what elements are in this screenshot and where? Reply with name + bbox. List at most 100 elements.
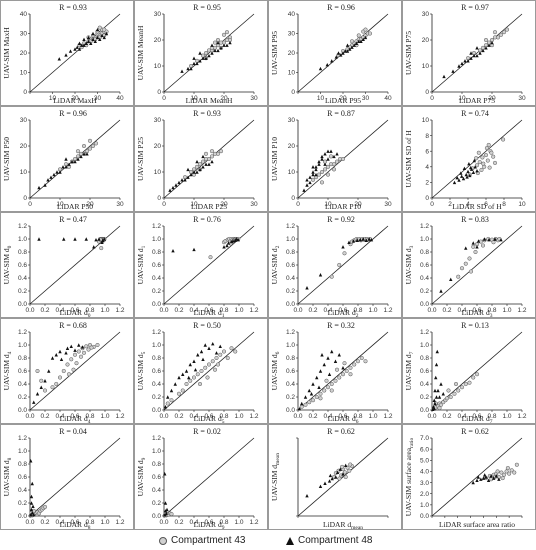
x-tick-label: 10 <box>324 201 332 208</box>
y-tick-label: 6.0 <box>420 446 429 453</box>
point-compartment-48 <box>345 49 350 53</box>
point-compartment-48 <box>184 369 189 373</box>
point-compartment-48 <box>29 507 34 512</box>
y-tick-label: 2 <box>425 180 429 187</box>
point-compartment-43 <box>509 468 514 473</box>
point-compartment-48 <box>186 167 190 172</box>
x-tick-label: 10 <box>190 201 198 208</box>
y-axis-label: UAV-SIM P10 <box>270 137 279 181</box>
x-tick-label: 1.0 <box>368 413 377 420</box>
x-tick-label: 0.8 <box>353 307 362 314</box>
point-compartment-48 <box>216 48 220 53</box>
y-tick-label: 0.6 <box>152 368 161 375</box>
x-tick-label: 20 <box>220 201 228 208</box>
y-tick-label: 0.4 <box>152 275 161 282</box>
x-axis-label: LiDAR d7 <box>462 414 493 425</box>
panel-frame <box>402 212 536 318</box>
x-tick-label: 0.0 <box>25 519 34 526</box>
point-compartment-48 <box>192 170 196 174</box>
point-compartment-43 <box>359 355 364 361</box>
point-compartment-43 <box>299 404 304 409</box>
x-tick-label: 1.0 <box>100 413 109 420</box>
panel-frame <box>268 212 402 318</box>
y-tick-label: 0.4 <box>286 275 295 282</box>
point-compartment-48 <box>80 43 84 47</box>
point-compartment-43 <box>471 375 476 380</box>
x-tick-label: 0.0 <box>293 413 302 420</box>
point-compartment-43 <box>208 255 213 260</box>
point-compartment-48 <box>361 37 365 42</box>
point-compartment-48 <box>69 344 73 348</box>
point-compartment-48 <box>355 238 359 242</box>
x-tick-label: 0.6 <box>338 413 347 420</box>
y-tick-label: 30 <box>288 117 296 124</box>
point-compartment-48 <box>195 170 199 174</box>
x-tick-label: 8 <box>502 201 506 208</box>
point-compartment-43 <box>318 396 323 401</box>
x-tick-label: 30 <box>250 95 258 102</box>
point-compartment-48 <box>64 157 68 161</box>
chart-panel: 10 20 30 40 0 10 20 30 40 R = 0.96 LiDAR P95 UAV-SI… <box>268 0 402 106</box>
point-compartment-48 <box>54 353 58 357</box>
point-compartment-43 <box>194 164 200 169</box>
point-compartment-43 <box>75 149 81 154</box>
y-tick-label: 1.0 <box>152 342 161 349</box>
point-compartment-48 <box>479 477 483 481</box>
point-compartment-43 <box>319 180 325 185</box>
point-compartment-48 <box>177 375 181 380</box>
x-tick-label: 1.2 <box>249 519 258 526</box>
one-to-one-line <box>29 13 121 93</box>
point-compartment-48 <box>100 240 104 244</box>
point-compartment-43 <box>340 372 346 377</box>
point-compartment-43 <box>57 375 63 380</box>
point-compartment-48 <box>35 392 40 396</box>
point-compartment-43 <box>340 156 346 162</box>
x-tick-label: 0.8 <box>487 307 496 314</box>
point-compartment-43 <box>444 396 450 401</box>
y-tick-label: 0 <box>425 89 429 96</box>
point-compartment-48 <box>311 172 315 177</box>
point-compartment-48 <box>222 245 226 249</box>
x-tick-label: 1.2 <box>249 307 258 314</box>
point-compartment-48 <box>487 43 491 47</box>
y-tick-label: 0.0 <box>18 301 27 308</box>
point-compartment-48 <box>70 159 74 164</box>
point-compartment-43 <box>487 165 492 170</box>
point-compartment-48 <box>464 246 468 250</box>
y-axis-label: UAV-SIM dmean <box>270 453 281 501</box>
chart-panel: 0.0 1.0 2.0 3.0 4.0 5.0 6.0 7.0 R = 0.62 LiDAR su… <box>402 424 536 530</box>
y-tick-label: 0.4 <box>152 487 161 494</box>
point-compartment-48 <box>303 395 308 399</box>
chart-title: R = 0.62 <box>461 427 489 436</box>
chart-panel: 0.0 0.2 0.4 0.6 0.8 1.0 1.2 0.0 0.2 0.4 0.6 0.8 1.0 1… <box>134 318 268 425</box>
point-compartment-48 <box>475 53 479 58</box>
y-tick-label: 0.0 <box>152 301 161 308</box>
point-compartment-43 <box>348 365 353 370</box>
point-compartment-48 <box>166 395 170 399</box>
point-compartment-43 <box>514 462 519 467</box>
y-axis-label: UAV-SIM d7 <box>404 351 415 390</box>
y-tick-label: 0.2 <box>420 288 429 295</box>
y-tick-label: 10 <box>154 63 162 70</box>
point-compartment-48 <box>95 27 100 32</box>
point-compartment-43 <box>474 372 480 377</box>
point-compartment-43 <box>65 362 70 367</box>
point-compartment-43 <box>328 154 334 159</box>
point-compartment-48 <box>343 49 347 53</box>
y-tick-label: 1.2 <box>152 435 161 442</box>
point-compartment-48 <box>195 159 199 164</box>
point-compartment-43 <box>331 167 337 172</box>
x-tick-label: 0.0 <box>427 413 436 420</box>
point-compartment-48 <box>46 178 50 182</box>
point-compartment-43 <box>485 158 490 163</box>
point-compartment-48 <box>59 357 64 361</box>
y-axis-label: UAV-SIM surface arearatio <box>404 438 415 517</box>
point-compartment-48 <box>73 159 77 164</box>
x-tick-label: 0.8 <box>85 413 94 420</box>
point-compartment-48 <box>29 501 34 505</box>
chart-panel: 0.0 0.2 0.4 0.6 0.8 1.0 1.2 0.0 0.2 0.4 0.6 0.8 1.0 1… <box>0 424 134 531</box>
point-compartment-43 <box>453 381 459 387</box>
point-compartment-48 <box>452 180 457 185</box>
y-tick-label: 8 <box>425 133 429 140</box>
point-compartment-48 <box>30 511 34 515</box>
